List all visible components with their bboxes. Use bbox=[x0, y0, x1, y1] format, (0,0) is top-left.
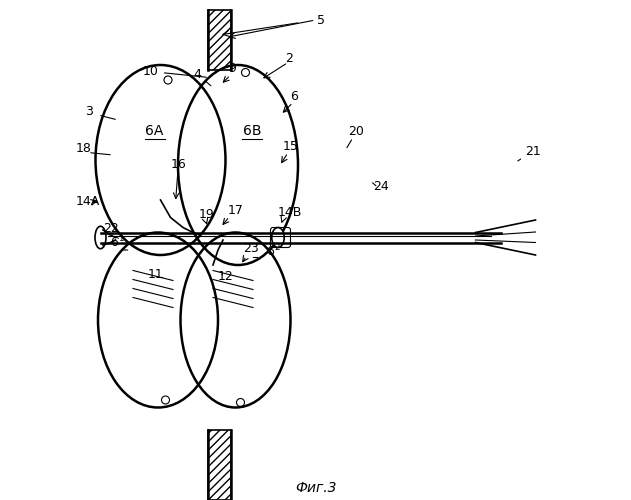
Text: 19: 19 bbox=[199, 208, 215, 220]
Text: 17: 17 bbox=[228, 204, 244, 217]
Text: 5: 5 bbox=[317, 14, 324, 26]
Text: 4: 4 bbox=[193, 68, 211, 86]
Text: $6^1$: $6^1$ bbox=[110, 234, 126, 250]
Text: 24: 24 bbox=[373, 180, 389, 193]
Text: 11: 11 bbox=[148, 268, 164, 280]
Text: 18: 18 bbox=[76, 142, 91, 156]
Text: 21: 21 bbox=[526, 145, 541, 158]
Ellipse shape bbox=[95, 226, 106, 248]
Text: 22: 22 bbox=[103, 222, 119, 235]
Text: 23: 23 bbox=[243, 242, 259, 256]
Text: 10: 10 bbox=[143, 65, 206, 78]
Text: 9: 9 bbox=[228, 62, 236, 76]
Text: 16: 16 bbox=[170, 158, 186, 170]
Bar bbox=[208, 430, 230, 500]
Text: 15: 15 bbox=[283, 140, 299, 153]
Text: 20: 20 bbox=[348, 125, 364, 138]
Text: 6: 6 bbox=[290, 90, 298, 103]
Text: 6B: 6B bbox=[243, 124, 261, 138]
Text: 2: 2 bbox=[285, 52, 293, 66]
Text: 14B: 14B bbox=[278, 206, 302, 219]
Text: Фиг.3: Фиг.3 bbox=[295, 480, 336, 494]
Text: 6A: 6A bbox=[146, 124, 164, 138]
Text: 3: 3 bbox=[85, 105, 93, 118]
Text: 12: 12 bbox=[218, 270, 233, 283]
Ellipse shape bbox=[272, 228, 284, 248]
Text: 14A: 14A bbox=[76, 195, 100, 208]
Text: $6^2$: $6^2$ bbox=[266, 242, 280, 259]
Bar bbox=[208, 10, 230, 70]
